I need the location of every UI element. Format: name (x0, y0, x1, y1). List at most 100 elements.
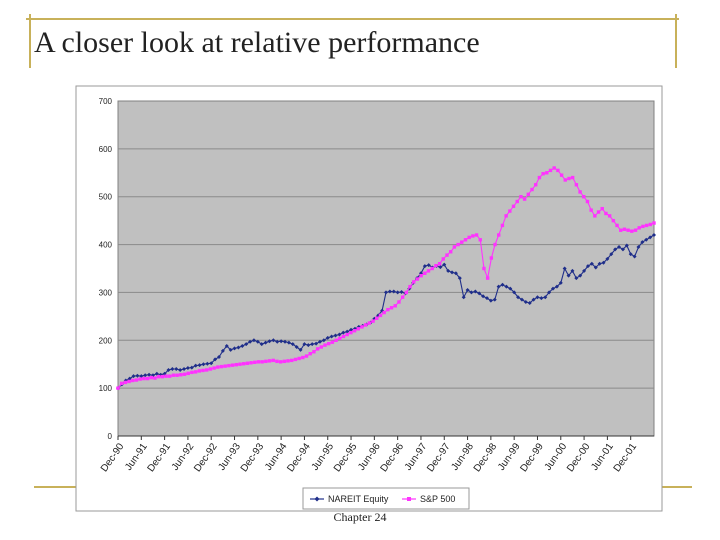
sp500-point (400, 295, 405, 299)
nareit-point (469, 290, 474, 295)
nareit-point (232, 346, 237, 351)
sp500-point (208, 367, 213, 371)
sp500-point (330, 340, 335, 344)
nareit-point (504, 284, 509, 289)
sp500-point (556, 168, 560, 173)
sp500-point (227, 363, 231, 368)
nareit-point (174, 367, 179, 371)
sp500-point (437, 262, 442, 266)
sp500-point (371, 319, 375, 323)
sp500-point (607, 214, 612, 218)
y-tick-label: 100 (99, 384, 113, 393)
sp500-point (574, 183, 579, 187)
sp500-point (582, 195, 586, 199)
nareit-point (570, 268, 575, 273)
sp500-point (253, 360, 257, 364)
nareit-point (488, 298, 493, 303)
nareit-point (652, 233, 656, 237)
sp500-point (219, 364, 224, 369)
sp500-point (611, 218, 616, 223)
sp500-point (275, 359, 279, 364)
nareit-point (321, 338, 326, 343)
nareit-point (585, 264, 590, 269)
sp500-point (349, 330, 353, 335)
nareit-point (240, 344, 245, 349)
nareit-point (438, 265, 443, 270)
sp500-point (530, 187, 534, 192)
sp500-point (119, 381, 124, 386)
sp500-point (323, 343, 327, 347)
nareit-point (632, 254, 637, 259)
sp500-point (168, 374, 172, 378)
sp500-point (604, 211, 608, 216)
legend-box (302, 487, 470, 510)
sp500-point (153, 376, 157, 380)
nareit-point (294, 344, 299, 349)
nareit-point (516, 295, 521, 300)
sp500-point (589, 208, 593, 212)
sp500-point (423, 271, 427, 275)
sp500-point (426, 269, 431, 273)
sp500-point (145, 376, 150, 381)
nareit-point (399, 289, 404, 294)
nareit-point (554, 284, 559, 289)
nareit-point (457, 276, 462, 281)
nareit-point (578, 273, 583, 278)
sp500-point (585, 199, 590, 204)
sp500-point (511, 204, 516, 208)
sp500-point (212, 366, 216, 370)
slide-footer: Chapter 24 (333, 510, 387, 524)
sp500-point (319, 345, 324, 349)
sp500-point (164, 374, 168, 378)
sp500-point (637, 226, 641, 230)
nareit-point (465, 288, 470, 293)
sp500-point (441, 257, 445, 261)
sp500-point (308, 351, 312, 356)
sp500-point (142, 376, 146, 381)
nareit-legend-marker (314, 496, 320, 502)
sp500-point (249, 361, 253, 365)
nareit-point (535, 295, 540, 300)
nareit-point (582, 268, 587, 273)
sp500-point (522, 197, 527, 201)
sp500-point (615, 223, 619, 228)
nareit-point (636, 244, 641, 249)
sp500-point (622, 227, 627, 231)
sp500-point (149, 375, 153, 380)
sp500-point (652, 221, 656, 225)
sp500-point (567, 176, 571, 181)
sp500-point (182, 372, 187, 376)
sp500-point (378, 313, 383, 318)
nareit-point (512, 290, 517, 295)
footer-rule-left (34, 486, 76, 488)
frame-right-rule (675, 14, 677, 68)
plot-area (117, 100, 655, 437)
nareit-point (310, 342, 315, 347)
nareit-point (566, 273, 571, 278)
nareit-point (593, 265, 598, 270)
sp500-point (131, 378, 135, 383)
nareit-point (178, 367, 183, 372)
sp500-point (338, 336, 342, 341)
nareit-point (473, 289, 478, 294)
sp500-point (260, 360, 264, 364)
sp500-point (134, 378, 139, 382)
nareit-point (185, 366, 190, 371)
nareit-point (620, 247, 625, 252)
sp500-point (312, 350, 316, 354)
sp500-point (201, 368, 205, 373)
sp500-point (570, 175, 575, 180)
sp500-point (223, 364, 227, 368)
slide-title: A closer look at relative performance (34, 26, 480, 59)
sp500-point (489, 256, 494, 260)
sp500-point (552, 166, 556, 170)
sp500-point (600, 206, 604, 211)
sp500-point (186, 371, 190, 376)
sp500-point (626, 228, 630, 232)
nareit-point (648, 235, 653, 240)
nareit-point (605, 256, 610, 261)
nareit-point (349, 327, 354, 332)
nareit-point (345, 329, 350, 334)
sp500-point (327, 341, 331, 346)
nareit-point (461, 295, 466, 300)
